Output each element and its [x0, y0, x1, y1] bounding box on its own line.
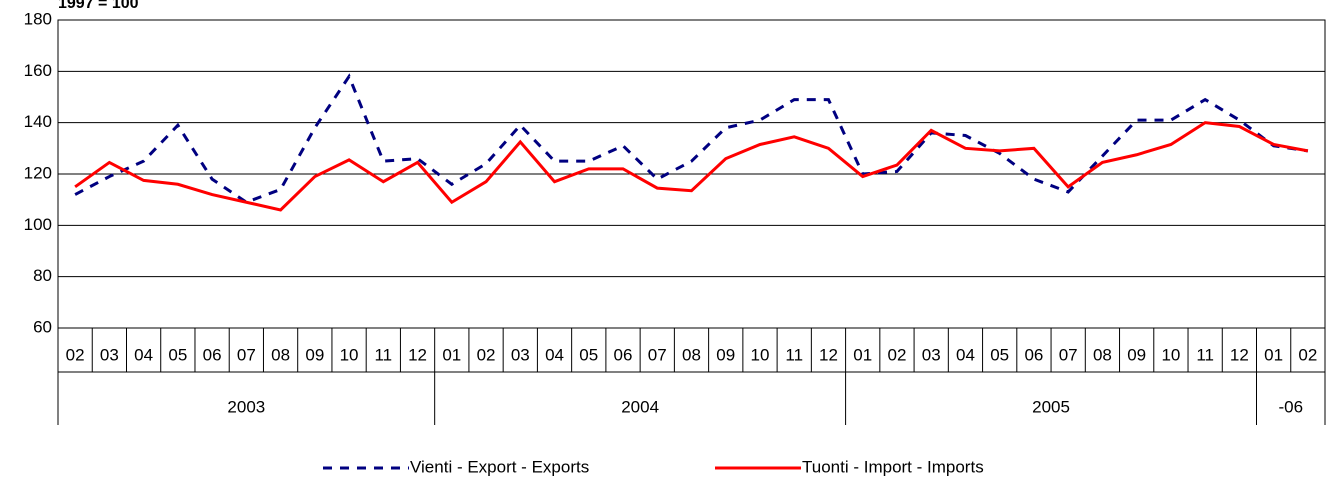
x-tick-label: 03	[922, 345, 941, 364]
x-tick-label: 04	[134, 345, 153, 364]
group-label: -06	[1278, 397, 1303, 416]
x-tick-label: 08	[271, 345, 290, 364]
x-tick-label: 11	[1196, 345, 1214, 364]
y-tick-label: 100	[24, 215, 52, 234]
group-label: 2005	[1032, 397, 1070, 416]
x-tick-label: 07	[648, 345, 667, 364]
x-tick-label: 03	[511, 345, 530, 364]
x-tick-label: 07	[1059, 345, 1078, 364]
x-tick-label: 01	[853, 345, 872, 364]
x-tick-label: 06	[1024, 345, 1043, 364]
x-tick-label: 11	[785, 345, 803, 364]
series-line	[74, 121, 1309, 212]
chart-title: 1997 = 100	[58, 0, 139, 12]
x-tick-label: 12	[1230, 345, 1249, 364]
x-tick-label: 03	[100, 345, 119, 364]
x-tick-label: 02	[477, 345, 496, 364]
x-tick-label: 01	[442, 345, 461, 364]
x-tick-label: 05	[168, 345, 187, 364]
series-line	[74, 73, 1309, 204]
x-tick-label: 09	[1127, 345, 1146, 364]
x-tick-label: 04	[956, 345, 975, 364]
x-tick-label: 10	[340, 345, 359, 364]
x-tick-label: 01	[1264, 345, 1283, 364]
x-tick-label: 09	[305, 345, 324, 364]
x-tick-label: 02	[66, 345, 85, 364]
x-tick-label: 05	[990, 345, 1009, 364]
x-tick-label: 11	[374, 345, 392, 364]
x-tick-label: 08	[1093, 345, 1112, 364]
legend-label: Tuonti - Import - Imports	[802, 457, 984, 476]
x-tick-label: 02	[887, 345, 906, 364]
x-tick-label: 06	[203, 345, 222, 364]
group-label: 2004	[621, 397, 659, 416]
y-tick-label: 180	[24, 9, 52, 28]
plot-border	[57, 19, 1326, 329]
legend-label: Vienti - Export - Exports	[410, 457, 589, 476]
group-label: 2003	[227, 397, 265, 416]
x-tick-label: 05	[579, 345, 598, 364]
y-tick-label: 140	[24, 112, 52, 131]
x-tick-label: 12	[819, 345, 838, 364]
x-tick-label: 02	[1298, 345, 1317, 364]
x-tick-label: 09	[716, 345, 735, 364]
y-tick-label: 160	[24, 61, 52, 80]
y-tick-label: 60	[33, 317, 52, 336]
x-tick-label: 08	[682, 345, 701, 364]
y-tick-label: 80	[33, 266, 52, 285]
x-tick-label: 12	[408, 345, 427, 364]
x-tick-label: 10	[751, 345, 770, 364]
x-tick-label: 07	[237, 345, 256, 364]
x-tick-label: 04	[545, 345, 564, 364]
y-tick-label: 120	[24, 163, 52, 182]
x-tick-label: 10	[1161, 345, 1180, 364]
x-tick-label: 06	[614, 345, 633, 364]
